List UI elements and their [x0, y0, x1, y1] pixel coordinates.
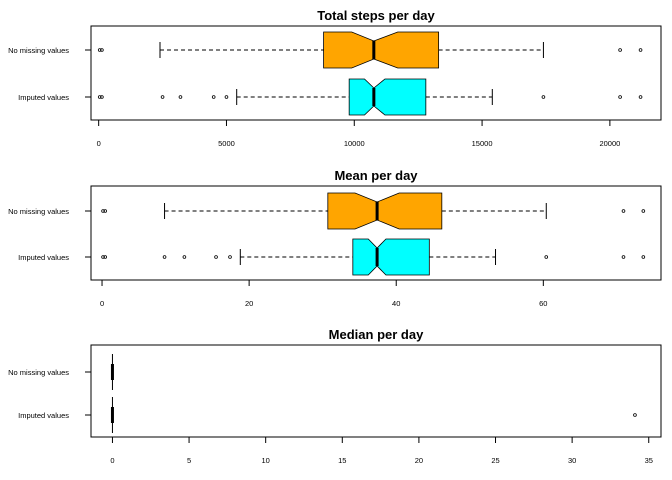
- outlier-point: [178, 95, 183, 99]
- outlier-point: [618, 48, 622, 52]
- plot-frame: [90, 344, 662, 438]
- x-tick-label: 20000: [599, 139, 620, 148]
- outlier-point: [211, 95, 216, 99]
- outlier-point: [228, 255, 232, 259]
- outlier-point: [97, 48, 102, 52]
- box-body: [352, 238, 430, 276]
- x-tick-label: 20: [245, 299, 253, 308]
- outlier-point: [160, 95, 165, 99]
- outlier-point: [97, 95, 102, 99]
- outlier-point: [101, 209, 105, 213]
- category-label: Imputed values: [18, 253, 69, 262]
- chart-panel-2: Mean per day 0 20 40 60 No missing values Impu…: [8, 168, 662, 308]
- x-tick-label: 60: [539, 299, 547, 308]
- category-label: No missing values: [8, 207, 69, 216]
- x-tick-label: 0: [110, 456, 114, 465]
- chart-title: Total steps per day: [317, 8, 435, 23]
- box-imputed: Imputed values: [18, 238, 646, 276]
- x-tick-label: 25: [491, 456, 499, 465]
- chart-title: Mean per day: [334, 168, 418, 183]
- chart-panel-3: Median per day 0 5 10 15 20 25 30 35 No missing v…: [8, 327, 662, 465]
- outlier-point: [621, 209, 626, 213]
- plot-frame: [90, 25, 662, 121]
- outlier-point: [641, 255, 646, 259]
- category-label: No missing values: [8, 46, 69, 55]
- outlier-point: [162, 255, 167, 259]
- x-tick-label: 40: [392, 299, 400, 308]
- x-tick-label: 30: [568, 456, 576, 465]
- box-imputed: Imputed values: [18, 397, 637, 433]
- x-tick-label: 20: [415, 456, 423, 465]
- outlier-point: [621, 255, 626, 259]
- box-no-missing: No missing values: [8, 192, 646, 230]
- x-tick-label: 15000: [472, 139, 493, 148]
- box-body: [327, 192, 443, 230]
- category-label: Imputed values: [18, 93, 69, 102]
- outlier-point: [633, 413, 637, 417]
- category-label: Imputed values: [18, 411, 69, 420]
- category-label: No missing values: [8, 368, 69, 377]
- outlier-point: [182, 255, 187, 259]
- box-body: [348, 78, 427, 116]
- plot-frame: [90, 185, 662, 281]
- outlier-point: [100, 95, 104, 99]
- box-body: [323, 31, 440, 69]
- x-tick-label: 0: [100, 299, 104, 308]
- outlier-point: [103, 255, 107, 259]
- box-no-missing: No missing values: [8, 31, 643, 69]
- x-tick-label: 15: [338, 456, 346, 465]
- x-tick-label: 35: [645, 456, 653, 465]
- box-no-missing: No missing values: [8, 354, 114, 390]
- x-tick-label: 5: [187, 456, 191, 465]
- outlier-point: [101, 255, 105, 259]
- outlier-point: [103, 209, 107, 213]
- outlier-point: [541, 95, 546, 99]
- outlier-point: [214, 255, 218, 259]
- chart-panel-1: Total steps per day 0 5000 10000 15000 20000 N…: [8, 8, 662, 148]
- x-tick-label: 5000: [218, 139, 235, 148]
- chart-title: Median per day: [329, 327, 424, 342]
- x-tick-label: 10000: [344, 139, 365, 148]
- x-tick-label: 10: [262, 456, 270, 465]
- box-imputed: Imputed values: [18, 78, 643, 116]
- outlier-point: [638, 95, 643, 99]
- outlier-point: [224, 95, 229, 99]
- x-tick-label: 0: [97, 139, 101, 148]
- outlier-point: [100, 48, 104, 52]
- outlier-point: [618, 95, 622, 99]
- outlier-point: [641, 209, 646, 213]
- outlier-point: [544, 255, 549, 259]
- outlier-point: [638, 48, 643, 52]
